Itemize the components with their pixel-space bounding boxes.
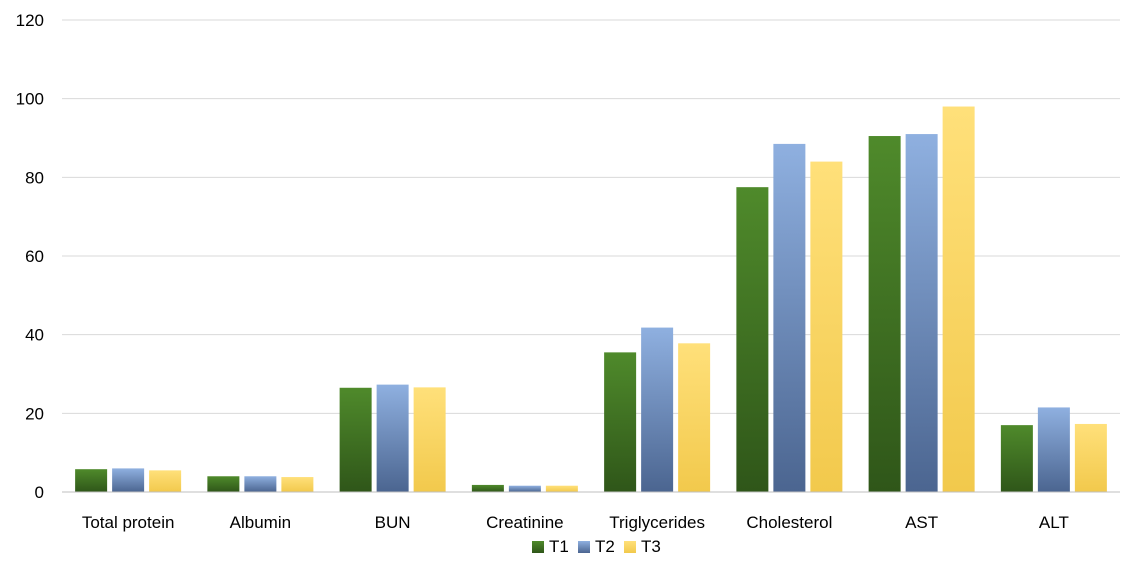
x-tick-label: Cholesterol <box>746 513 832 532</box>
legend-swatch-t1 <box>532 541 544 553</box>
bar-t2-total-protein <box>112 468 145 492</box>
bar-t2-ast <box>905 134 938 493</box>
bar-t3-cholesterol <box>810 161 843 492</box>
bar-t2-albumin <box>244 476 277 492</box>
legend-label-t3: T3 <box>641 537 661 556</box>
bar-t1-cholesterol <box>736 187 769 492</box>
bar-t1-total-protein <box>75 469 108 492</box>
x-tick-label: Triglycerides <box>609 513 705 532</box>
y-axis-ticks: 0 20 40 60 80 100 120 <box>16 11 44 502</box>
bar-t3-creatinine <box>545 485 578 492</box>
bar-t3-bun <box>413 387 446 492</box>
bar-t2-cholesterol <box>773 143 806 492</box>
bars <box>75 106 1107 493</box>
x-tick-label: Creatinine <box>486 513 564 532</box>
x-tick-label: Total protein <box>82 513 175 532</box>
bar-t1-creatinine <box>471 484 504 492</box>
bar-t2-creatinine <box>508 485 541 492</box>
bar-t3-ast <box>942 106 975 493</box>
bar-t2-bun <box>376 384 409 492</box>
bar-t1-ast <box>868 136 901 493</box>
bar-t2-alt <box>1037 407 1070 492</box>
x-tick-label: AST <box>905 513 938 532</box>
bar-t3-total-protein <box>149 470 182 492</box>
bar-t3-alt <box>1074 423 1107 492</box>
legend-swatch-t3 <box>624 541 636 553</box>
legend-label-t2: T2 <box>595 537 615 556</box>
y-tick-label: 120 <box>16 11 44 30</box>
x-axis-ticks: Total protein Albumin BUN Creatinine Triglyc… <box>82 513 1069 532</box>
y-tick-label: 20 <box>25 404 44 423</box>
y-tick-label: 80 <box>25 168 44 187</box>
legend-swatch-t2 <box>578 541 590 553</box>
bar-t2-triglycerides <box>641 327 674 492</box>
bar-t3-triglycerides <box>678 343 711 492</box>
bar-t3-albumin <box>281 477 314 492</box>
y-tick-label: 40 <box>25 326 44 345</box>
y-tick-label: 0 <box>35 483 44 502</box>
bar-t1-alt <box>1000 425 1033 492</box>
x-tick-label: Albumin <box>230 513 291 532</box>
bar-t1-triglycerides <box>604 352 637 492</box>
bar-t1-albumin <box>207 476 240 492</box>
x-tick-label: BUN <box>375 513 411 532</box>
y-tick-label: 100 <box>16 90 44 109</box>
bar-t1-bun <box>339 387 372 492</box>
y-tick-label: 60 <box>25 247 44 266</box>
legend-label-t1: T1 <box>549 537 569 556</box>
x-tick-label: ALT <box>1039 513 1069 532</box>
legend: T1 T2 T3 <box>532 537 661 556</box>
